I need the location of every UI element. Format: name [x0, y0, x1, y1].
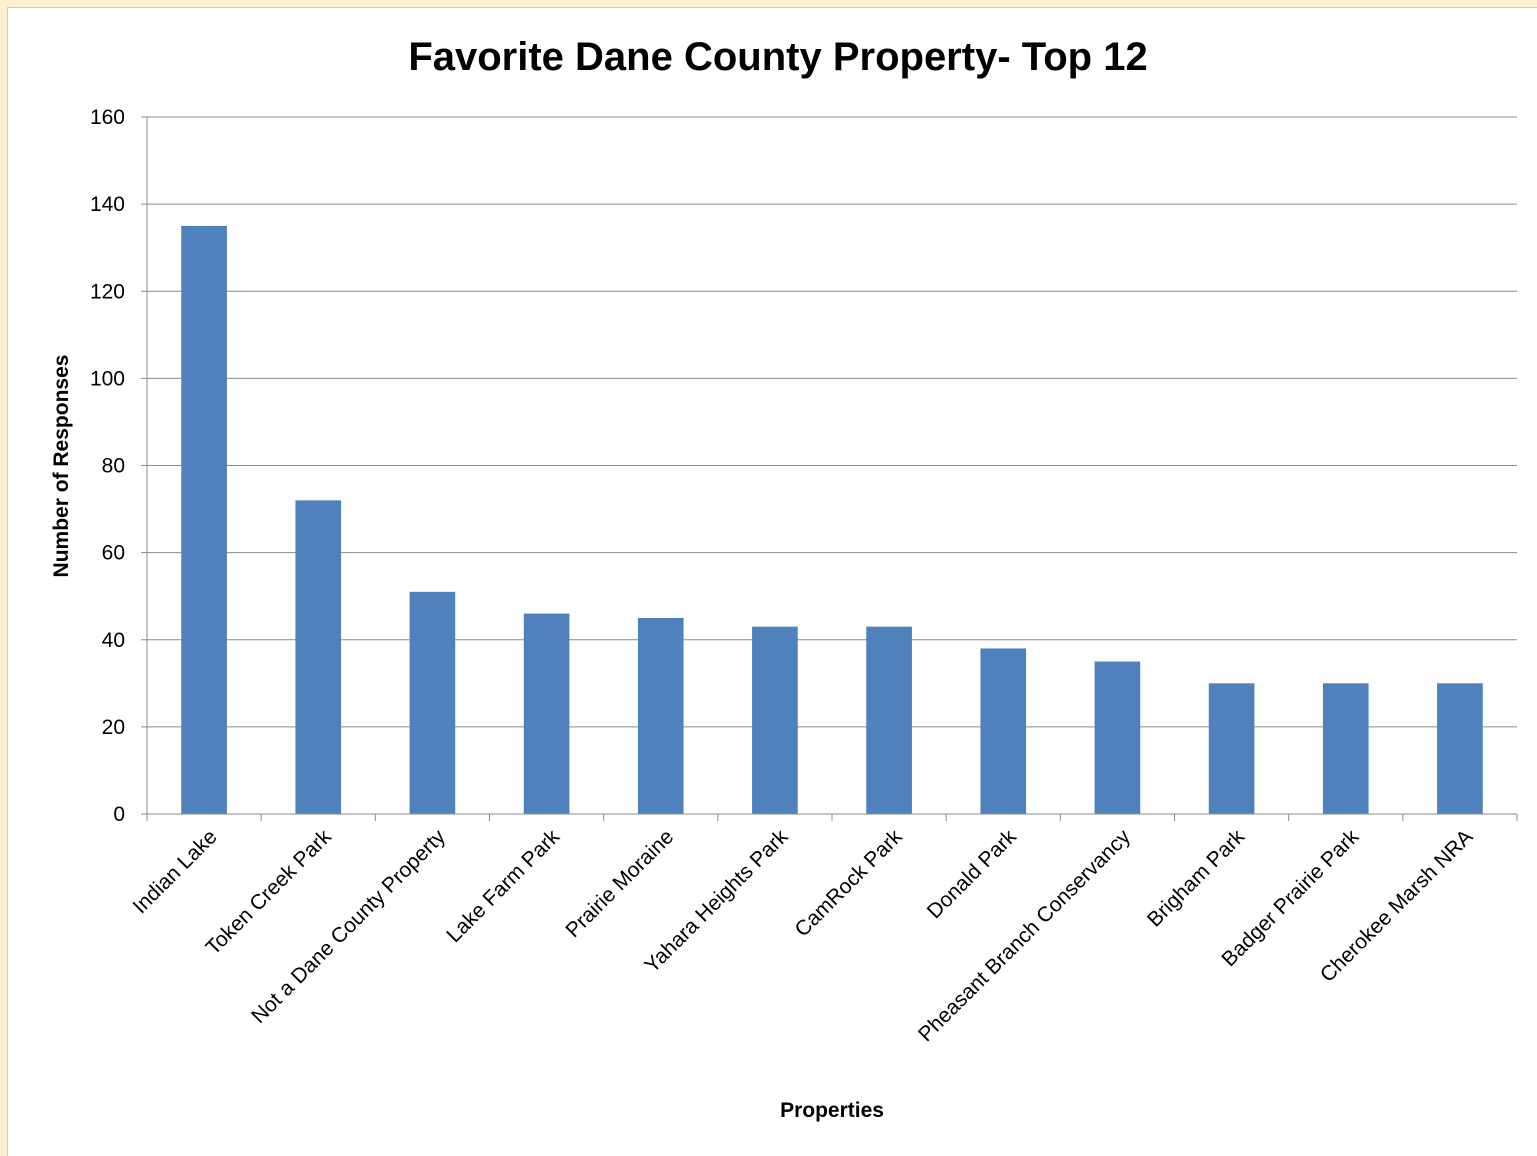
bar — [752, 626, 798, 814]
bar — [980, 648, 1027, 814]
bar — [637, 617, 684, 814]
x-category-label: Token Creek Park — [202, 825, 337, 960]
bars — [181, 225, 1483, 814]
x-category-label: Lake Farm Park — [442, 825, 564, 947]
y-axis-title: Number of Responses — [50, 355, 73, 578]
bar — [1322, 683, 1369, 814]
y-tick-label: 120 — [90, 280, 125, 303]
bar — [1094, 661, 1141, 814]
x-category-label: CamRock Park — [791, 825, 907, 941]
y-tick-label: 160 — [90, 106, 125, 129]
bar — [1208, 683, 1255, 814]
bar-chart: Favorite Dane County Property- Top 12 0 2… — [50, 35, 1518, 1122]
bar — [523, 613, 570, 814]
x-category-label: Not a Dane County Property — [247, 825, 450, 1028]
chart-title: Favorite Dane County Property- Top 12 — [408, 35, 1147, 79]
axes — [141, 116, 1518, 821]
chart-frame: Favorite Dane County Property- Top 12 0 2… — [8, 8, 1537, 1156]
y-tick-label: 40 — [102, 629, 125, 652]
x-category-label: Prairie Moraine — [561, 825, 678, 942]
y-tick-label: 100 — [90, 367, 125, 390]
x-category-label: Indian Lake — [129, 825, 222, 918]
x-category-label: Pheasant Branch Conservancy — [914, 825, 1135, 1046]
bar — [409, 591, 456, 814]
y-tick-label: 20 — [102, 716, 125, 739]
y-tick-labels: 0 20 40 60 80 100 120 140 160 — [90, 106, 125, 826]
bar — [295, 500, 342, 814]
y-tick-label: 140 — [90, 193, 125, 216]
y-tick-label: 80 — [102, 455, 125, 478]
bar — [1437, 683, 1483, 814]
bar — [866, 626, 912, 814]
x-axis-title: Properties — [780, 1099, 884, 1122]
y-tick-label: 60 — [102, 542, 125, 565]
bar — [181, 225, 227, 814]
y-tick-label: 0 — [113, 803, 125, 826]
gridlines — [147, 116, 1517, 728]
x-category-label: Brigham Park — [1143, 825, 1250, 932]
x-category-label: Donald Park — [923, 825, 1021, 923]
